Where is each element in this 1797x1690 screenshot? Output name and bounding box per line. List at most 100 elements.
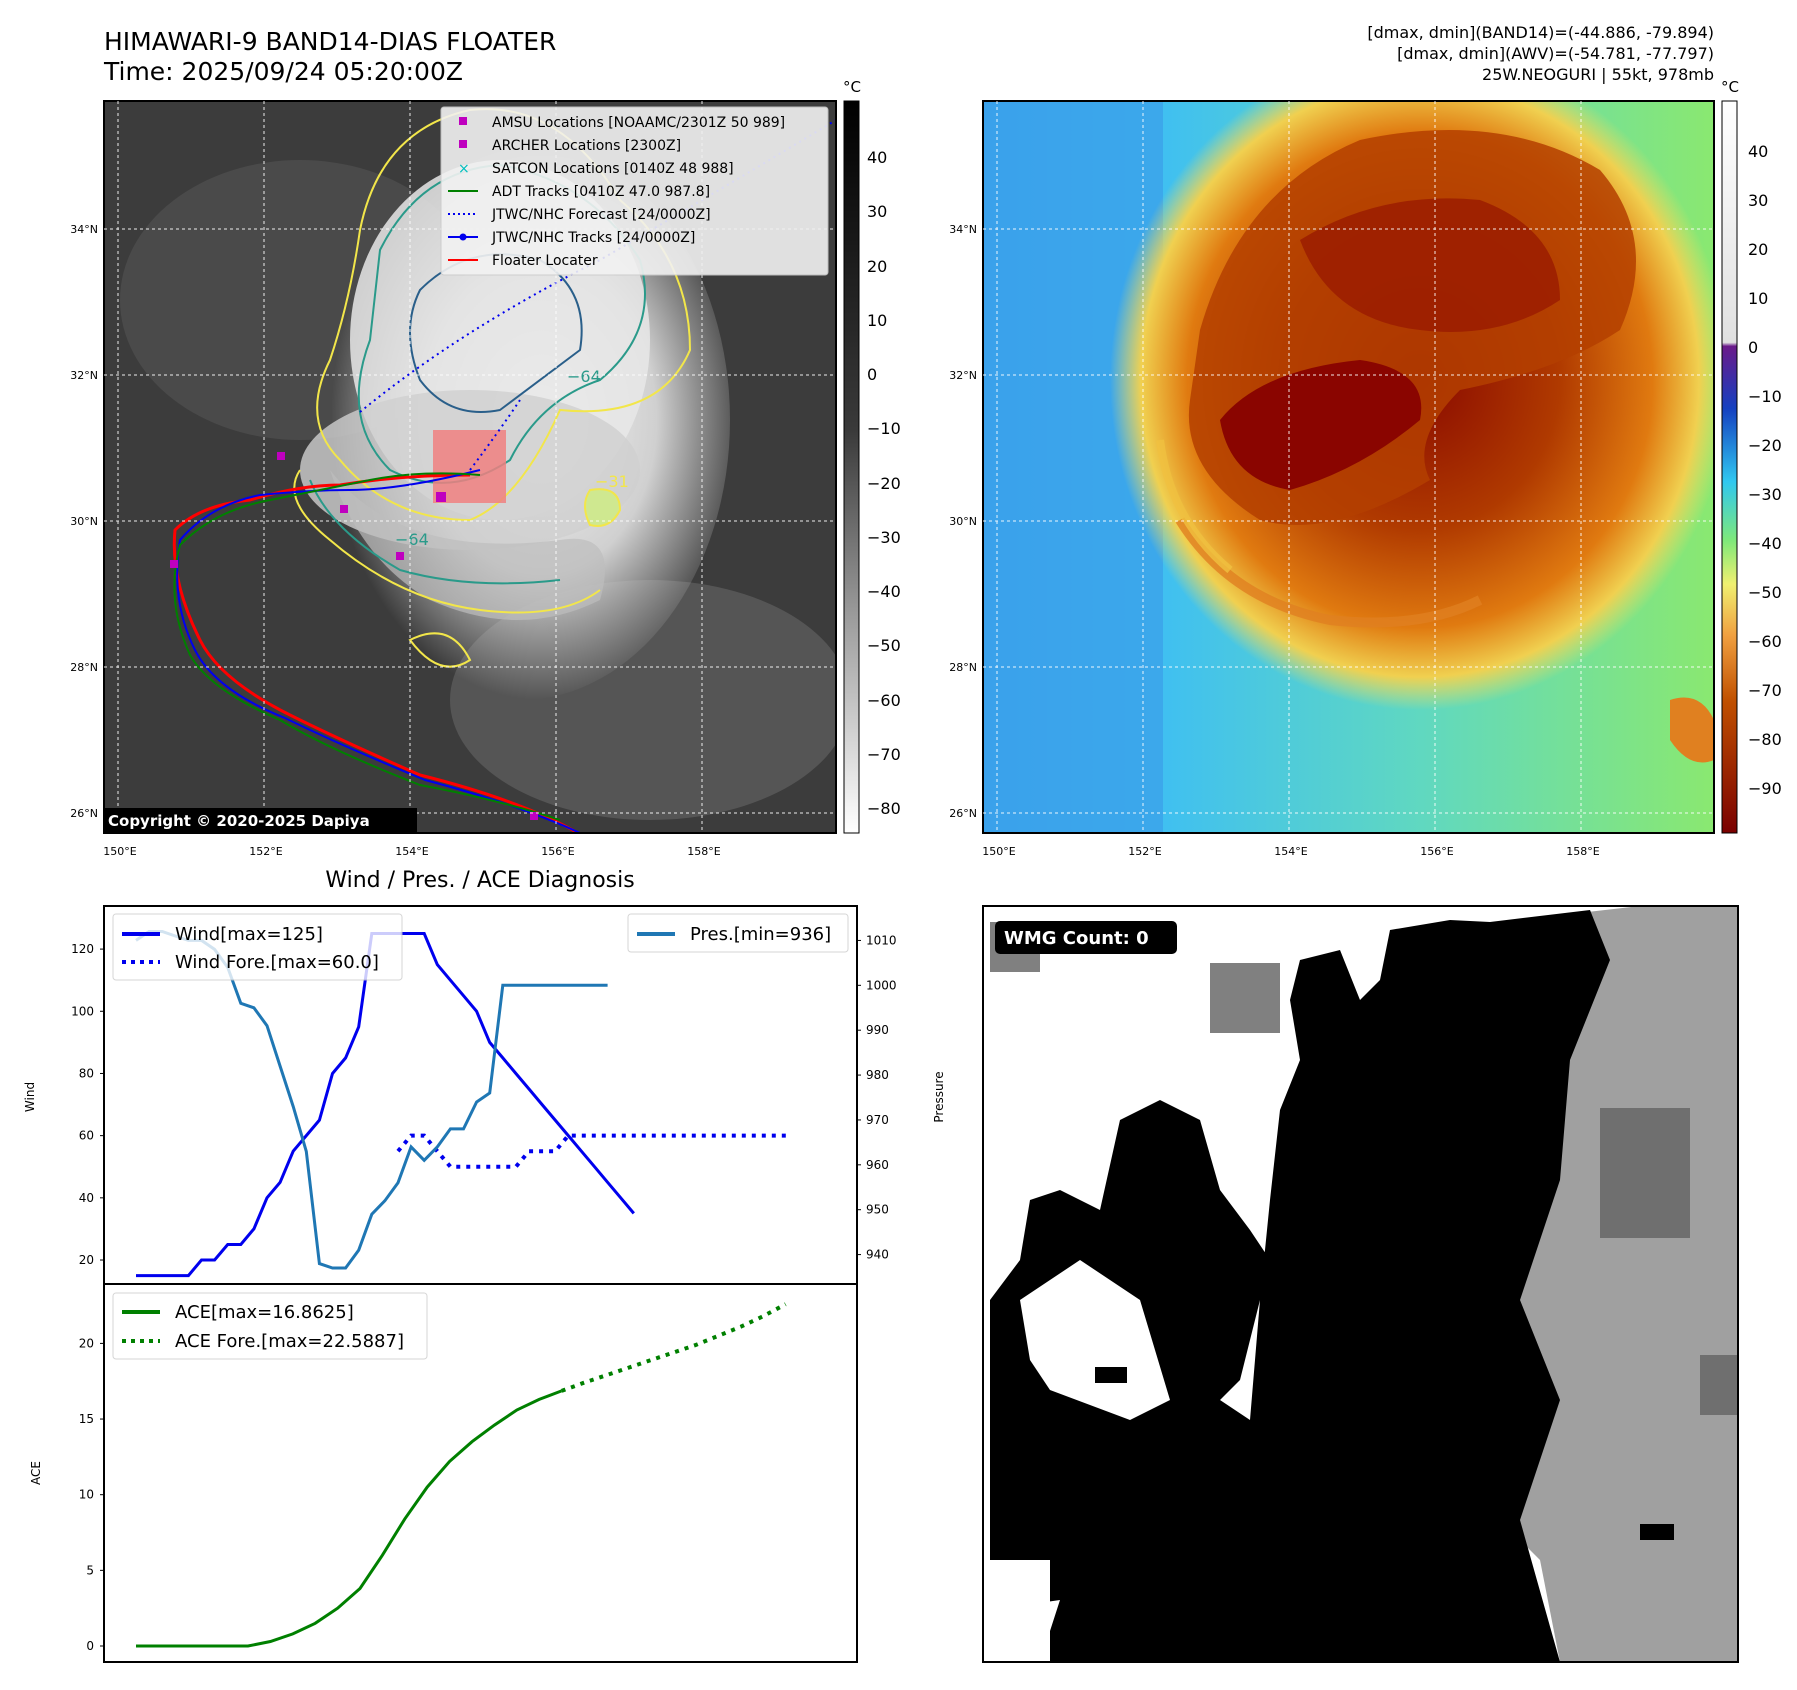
awv-cb-tick: 40 <box>1748 142 1768 161</box>
wmg-count-badge <box>995 921 1177 954</box>
ir-cb-tick: 30 <box>867 202 887 221</box>
wind-tick-label: 100 <box>71 1004 94 1018</box>
legend-satcon: SATCON Locations [0140Z 48 988] <box>492 161 734 177</box>
lat-tick: 30°N <box>70 515 98 528</box>
pressure-ticks: 1010 1000 990 980 970 960 950 940 <box>857 933 897 1262</box>
wind-legend: Wind[max=125] Wind Fore.[max=60.0] <box>112 913 403 981</box>
wind-tick-label: 60 <box>79 1129 94 1143</box>
wmg-count-label: WMG Count: 0 <box>1004 928 1149 949</box>
lon-tick: 152°E <box>1128 845 1161 858</box>
legend-tracks: JTWC/NHC Tracks [24/0000Z] <box>491 230 695 246</box>
pressure-tick-label: 980 <box>866 1068 889 1082</box>
ir-cb-tick: −20 <box>867 474 901 493</box>
lon-tick: 154°E <box>1274 845 1307 858</box>
lon-tick: 158°E <box>1566 845 1599 858</box>
wind-ticks: 120 100 80 60 40 20 <box>71 942 104 1267</box>
awv-cb-tick: −10 <box>1748 387 1782 406</box>
time-label: Time: 2025/09/24 05:20:00Z <box>103 57 463 86</box>
awv-map-panel: 34°N 32°N 30°N 28°N 26°N 150°E 152°E 154… <box>949 78 1782 858</box>
ir-cb-tick: 10 <box>867 311 887 330</box>
info-band14: [dmax, dmin](BAND14)=(-44.886, -79.894) <box>1367 23 1714 42</box>
ace-legend: ACE[max=16.8625] ACE Fore.[max=22.5887] <box>112 1292 428 1360</box>
lat-tick: 28°N <box>949 661 977 674</box>
ir-cb-tick: −10 <box>867 419 901 438</box>
awv-cb-tick: −60 <box>1748 632 1782 651</box>
lon-tick: 154°E <box>395 845 428 858</box>
wind-tick-label: 120 <box>71 942 94 956</box>
awv-cb-tick: −50 <box>1748 583 1782 602</box>
lat-tick: 34°N <box>70 223 98 236</box>
ir-cb-tick: −40 <box>867 582 901 601</box>
pressure-tick-label: 940 <box>866 1248 889 1262</box>
lat-tick: 32°N <box>70 369 98 382</box>
awv-cb-tick: −30 <box>1748 485 1782 504</box>
ace-tick-label: 5 <box>86 1563 94 1577</box>
wind-ylabel: Wind <box>23 1082 37 1112</box>
legend-pressure: Pres.[min=936] <box>690 924 831 945</box>
ir-cb-tick: −80 <box>867 799 901 818</box>
wind-tick-label: 40 <box>79 1191 94 1205</box>
series-wind-fore <box>396 1133 791 1169</box>
ace-ticks: 20 15 10 5 0 <box>79 1336 104 1653</box>
ir-colorbar-ticks: 40 30 20 10 0 −10 −20 −30 −40 −50 −60 −7… <box>867 148 901 818</box>
awv-cb-tick: −80 <box>1748 730 1782 749</box>
info-storm: 25W.NEOGURI | 55kt, 978mb <box>1482 65 1714 84</box>
awv-cb-tick: −20 <box>1748 436 1782 455</box>
lat-tick: 26°N <box>70 807 98 820</box>
lon-tick: 150°E <box>103 845 136 858</box>
legend-marker-satcon: × <box>458 161 470 177</box>
ace-tick-label: 15 <box>79 1412 94 1426</box>
series-ace <box>136 1389 563 1648</box>
lon-tick: 156°E <box>1420 845 1453 858</box>
lat-tick: 30°N <box>949 515 977 528</box>
pressure-tick-label: 950 <box>866 1203 889 1217</box>
legend-wind: Wind[max=125] <box>175 924 323 945</box>
awv-cb-tick: 20 <box>1748 240 1768 259</box>
legend-amsu: AMSU Locations [NOAAMC/2301Z 50 989] <box>492 115 785 131</box>
awv-colorbar-ticks: 40 30 20 10 0 −10 −20 −30 −40 −50 −60 −7… <box>1748 142 1782 798</box>
pressure-tick-label: 970 <box>866 1113 889 1127</box>
ace-tick-label: 10 <box>79 1488 94 1502</box>
pressure-ylabel: Pressure <box>932 1071 946 1122</box>
awv-cb-tick: 30 <box>1748 191 1768 210</box>
ace-tick-label: 20 <box>79 1336 94 1350</box>
lat-tick: 28°N <box>70 661 98 674</box>
contour-label: −64 <box>567 367 601 386</box>
legend-forecast: JTWC/NHC Forecast [24/0000Z] <box>491 207 711 223</box>
wmg-panel: WMG Count: 0 <box>982 905 1739 1663</box>
ace-ylabel: ACE <box>29 1461 43 1485</box>
awv-cb-tick: −40 <box>1748 534 1782 553</box>
lon-tick: 156°E <box>541 845 574 858</box>
lat-tick: 32°N <box>949 369 977 382</box>
ir-colorbar-unit: °C <box>843 78 861 96</box>
pressure-legend: Pres.[min=936] <box>627 913 849 953</box>
awv-colorbar-unit: °C <box>1721 78 1739 96</box>
wmg-black-region <box>990 910 1610 1662</box>
awv-cb-tick: 10 <box>1748 289 1768 308</box>
lon-tick: 150°E <box>982 845 1015 858</box>
legend-ace: ACE[max=16.8625] <box>175 1302 354 1323</box>
pressure-tick-label: 990 <box>866 1023 889 1037</box>
legend-archer: ARCHER Locations [2300Z] <box>492 138 681 154</box>
legend-marker-archer <box>459 140 467 148</box>
ace-chart: 20 15 10 5 0 ACE ACE[max=16.8625] ACE Fore.[… <box>29 1283 858 1663</box>
ir-cb-tick: 0 <box>867 365 877 384</box>
lat-tick: 34°N <box>949 223 977 236</box>
legend-adt: ADT Tracks [0410Z 47.0 987.8] <box>492 184 710 200</box>
main-title: HIMAWARI-9 BAND14-DIAS FLOATER <box>104 27 556 56</box>
ir-colorbar <box>843 100 860 834</box>
awv-colorbar <box>1721 100 1738 834</box>
ir-cb-tick: −60 <box>867 691 901 710</box>
wind-tick-label: 80 <box>79 1066 94 1080</box>
diagnosis-title: Wind / Pres. / ACE Diagnosis <box>325 868 634 893</box>
floater-box <box>433 430 506 503</box>
legend-ace-fore: ACE Fore.[max=22.5887] <box>175 1331 404 1352</box>
pressure-tick-label: 1000 <box>866 978 897 992</box>
legend-wind-fore: Wind Fore.[max=60.0] <box>175 952 379 973</box>
ir-cb-tick: 20 <box>867 257 887 276</box>
ir-cb-tick: −50 <box>867 636 901 655</box>
awv-cb-tick: −70 <box>1748 681 1782 700</box>
ir-cb-tick: 40 <box>867 148 887 167</box>
lat-tick: 26°N <box>949 807 977 820</box>
